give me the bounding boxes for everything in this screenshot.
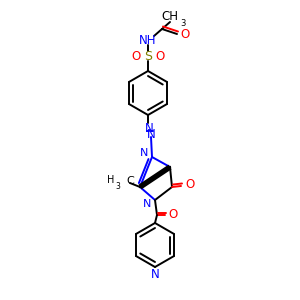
Text: S: S [144, 50, 152, 62]
Text: N: N [140, 148, 148, 158]
Text: O: O [168, 208, 178, 221]
Text: 3: 3 [180, 19, 185, 28]
Text: N: N [151, 268, 159, 281]
Text: N: N [142, 199, 151, 209]
Text: O: O [185, 178, 195, 191]
Text: H: H [106, 175, 114, 185]
Text: 3: 3 [115, 182, 120, 191]
Text: O: O [131, 50, 141, 62]
Text: O: O [180, 28, 189, 40]
Text: N: N [147, 128, 155, 140]
Text: NH: NH [139, 34, 157, 46]
Text: CH: CH [161, 11, 178, 23]
Text: O: O [155, 50, 165, 62]
Text: C: C [126, 176, 134, 186]
Text: N: N [145, 122, 153, 134]
